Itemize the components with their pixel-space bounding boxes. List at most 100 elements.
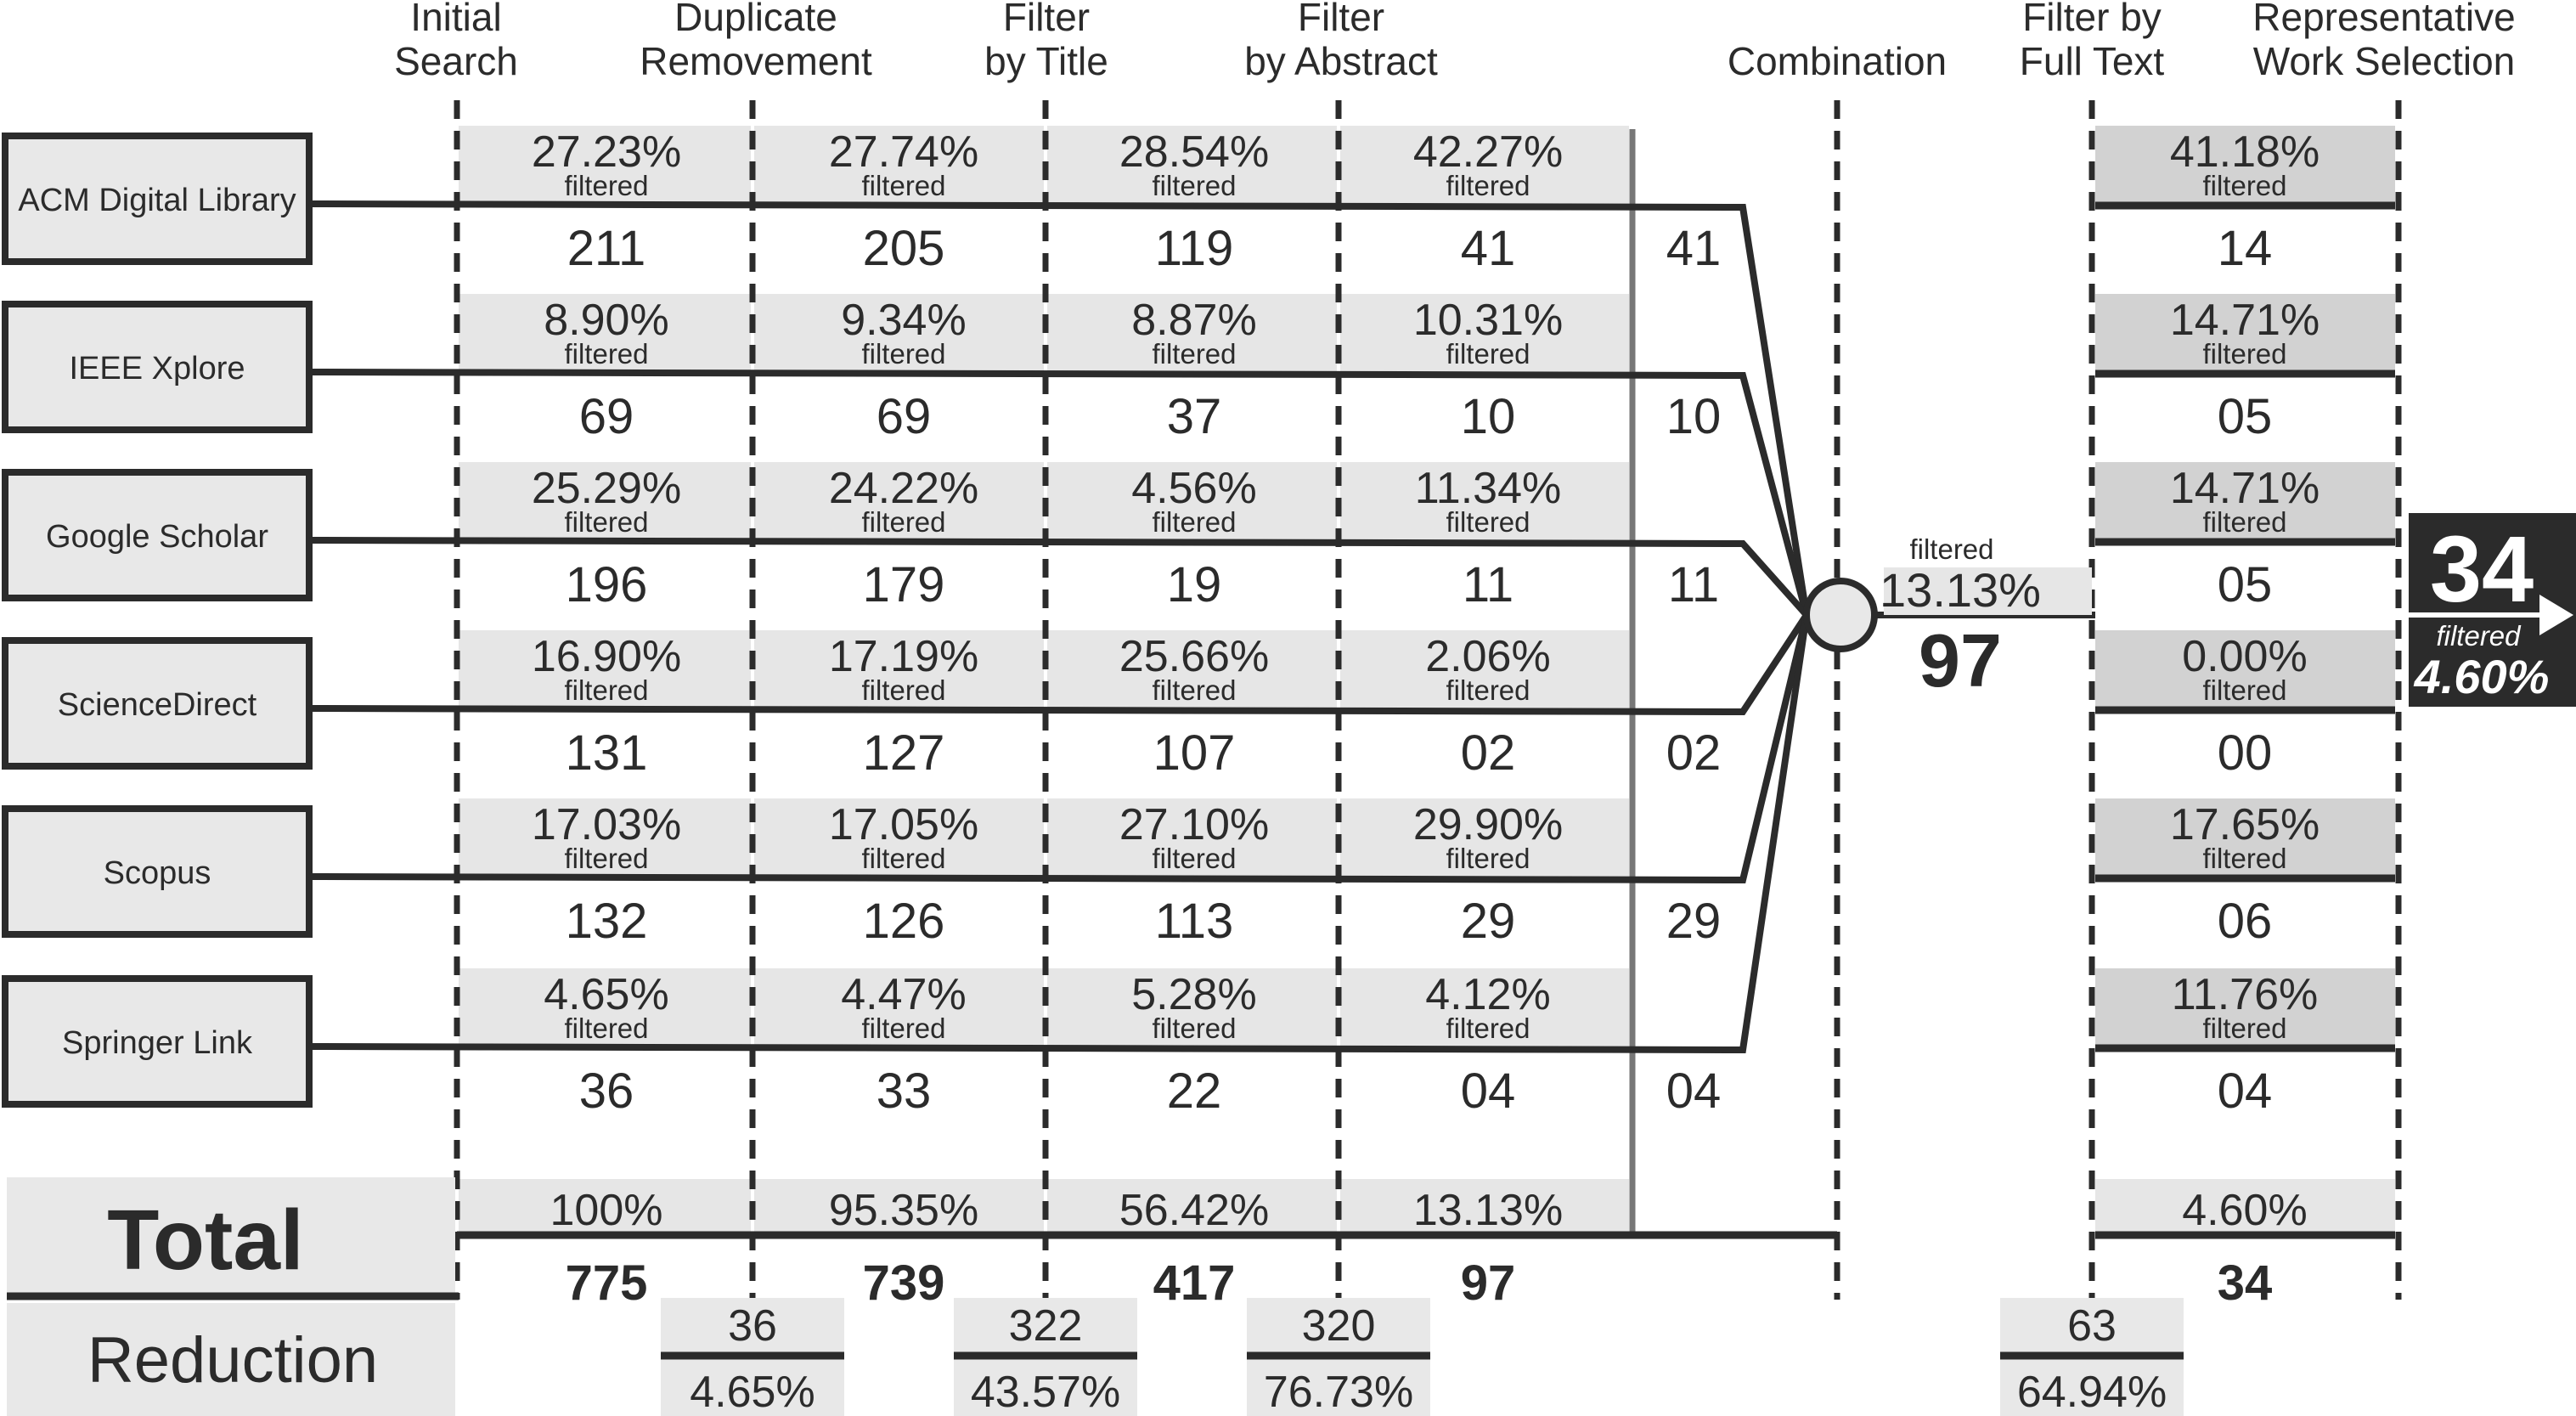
filtered-label: filtered (564, 170, 648, 201)
reduction-percent: 64.94% (2017, 1368, 2167, 1416)
total-box (7, 1177, 455, 1296)
filtered-band (754, 968, 1044, 1046)
total-percent: 56.42% (1119, 1186, 1269, 1235)
source-name: Springer Link (62, 1025, 253, 1061)
total-band (1047, 1179, 1337, 1232)
reduction-percent: 43.57% (971, 1368, 1120, 1416)
filtered-label: filtered (1446, 1013, 1530, 1044)
stage-count: 211 (567, 221, 645, 276)
fulltext-band (2095, 798, 2395, 877)
filtered-label: filtered (861, 674, 945, 706)
stage-header-line: Filter by (2022, 0, 2162, 39)
stage-header-line: Filter (1003, 0, 1090, 39)
filtered-label: filtered (861, 338, 945, 370)
filtered-percent: 4.56% (1131, 464, 1256, 513)
filtered-band (754, 294, 1044, 372)
source-box-3 (2, 637, 313, 770)
filtered-percent: 5.28% (1131, 970, 1256, 1019)
fulltext-percent: 14.71% (2170, 464, 2320, 513)
filtered-band (1340, 462, 1629, 540)
source-name: IEEE Xplore (70, 351, 245, 386)
total-percent: 100% (550, 1186, 663, 1235)
fulltext-count: 05 (2218, 557, 2273, 612)
flow-line-5 (308, 614, 1810, 1054)
total-fulltext-band (2095, 1179, 2395, 1232)
filtered-percent: 17.19% (829, 632, 978, 681)
filtered-label: filtered (2202, 1013, 2286, 1044)
combination-percent: 13.13% (1880, 563, 2041, 617)
source-name: ACM Digital Library (18, 183, 296, 218)
stage-count: 196 (566, 557, 648, 612)
stage-count: 10 (1461, 389, 1516, 444)
reduction-percent: 76.73% (1264, 1368, 1413, 1416)
combination-count: 29 (1666, 894, 1722, 949)
filtered-label: filtered (2202, 170, 2286, 201)
filtered-band (1340, 630, 1629, 708)
fulltext-percent: 17.65% (2170, 800, 2320, 849)
fulltext-band (2095, 630, 2395, 708)
filtered-percent: 8.90% (544, 296, 668, 345)
filtered-label: filtered (1446, 843, 1530, 874)
filtered-percent: 24.22% (829, 464, 978, 513)
reduction-count: 320 (1302, 1301, 1376, 1351)
filtered-percent: 17.05% (829, 800, 978, 849)
fulltext-band (2095, 968, 2395, 1046)
source-box-2 (2, 469, 313, 601)
filtered-band (459, 462, 751, 540)
stage-header-1: Duplicate Removement (640, 0, 872, 83)
filtered-percent: 29.90% (1413, 800, 1563, 849)
filtered-band (1340, 968, 1629, 1046)
filtered-label: filtered (564, 1013, 648, 1044)
filtered-label: filtered (1152, 170, 1236, 201)
filtered-percent: 8.87% (1131, 296, 1256, 345)
filtered-label: filtered (861, 170, 945, 201)
stage-count: 04 (1461, 1063, 1516, 1119)
stage-header-line: Full Text (2020, 39, 2165, 83)
flow-line-4 (308, 614, 1810, 884)
stage-header-line: Search (394, 39, 518, 83)
filtered-band (459, 126, 751, 204)
filtered-band (459, 968, 751, 1046)
reduction-percent: 4.65% (690, 1368, 815, 1416)
filtered-percent: 11.34% (1415, 464, 1562, 513)
filtered-percent: 27.74% (829, 127, 978, 177)
reduction-count: 36 (728, 1301, 777, 1351)
total-count: 417 (1153, 1255, 1236, 1311)
filtered-label: filtered (861, 1013, 945, 1044)
filtered-label: filtered (1446, 506, 1530, 538)
reduction-count: 63 (2067, 1301, 2117, 1351)
filtered-label: filtered (1446, 338, 1530, 370)
filtered-band (754, 462, 1044, 540)
filtered-label: filtered (2202, 506, 2286, 538)
filtered-band (754, 126, 1044, 204)
fulltext-count: 05 (2218, 389, 2273, 444)
source-box-4 (2, 805, 313, 938)
flow-line-1 (308, 369, 1810, 617)
flow-line-3 (308, 612, 1810, 716)
filtered-percent: 4.12% (1425, 970, 1550, 1019)
filtered-label: filtered (861, 843, 945, 874)
filtered-label: filtered (2202, 674, 2286, 706)
combination-total: 97 (1919, 618, 2002, 702)
final-arrow-head (2539, 595, 2573, 635)
fulltext-percent: 41.18% (2170, 127, 2320, 177)
final-filtered-label: filtered (2436, 620, 2522, 652)
filtered-band (459, 630, 751, 708)
combination-band (1884, 567, 2092, 615)
combination-node (1803, 578, 1878, 652)
filtered-label: filtered (564, 506, 648, 538)
filtered-percent: 27.23% (532, 127, 681, 177)
total-band (1340, 1179, 1629, 1232)
fulltext-count: 00 (2218, 725, 2273, 781)
filtered-percent: 25.29% (532, 464, 681, 513)
filtered-label: filtered (1446, 674, 1530, 706)
combination-count: 11 (1668, 557, 1719, 612)
filtered-label: filtered (564, 843, 648, 874)
stage-count: 11 (1463, 557, 1513, 612)
combination-count: 02 (1666, 725, 1722, 781)
filtered-label: filtered (564, 674, 648, 706)
stage-count: 37 (1167, 389, 1222, 444)
final-count: 34 (2430, 517, 2534, 622)
fulltext-count: 04 (2218, 1063, 2273, 1119)
